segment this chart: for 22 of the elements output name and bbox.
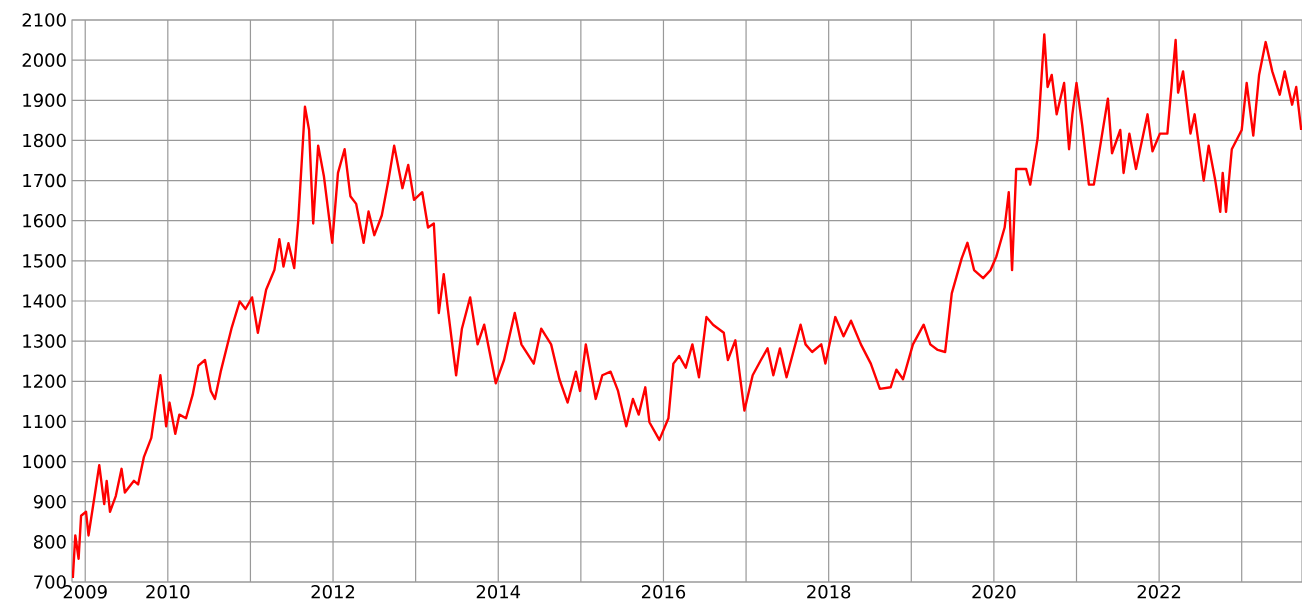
y-tick-label: 1000	[23, 454, 66, 469]
x-tick-label: 2012	[311, 585, 355, 599]
y-tick-label: 2000	[22, 53, 66, 67]
y-tick-label: 1200	[23, 374, 66, 389]
line-series	[72, 33, 1302, 580]
y-tick-label: 1900	[23, 93, 66, 108]
y-tick-label: 1700	[23, 173, 66, 188]
x-tick-label: 2010	[146, 585, 190, 599]
x-tick-label: 2020	[972, 585, 1016, 599]
y-tick-label: 1600	[23, 213, 66, 228]
y-tick-label: 1500	[23, 254, 66, 268]
x-tick-label: 2016	[641, 585, 686, 599]
x-tick-label: 2022	[1137, 585, 1181, 599]
y-tick-label: 1400	[23, 294, 66, 308]
y-tick-label: 1300	[23, 334, 66, 348]
y-tick-label: 800	[33, 535, 66, 549]
x-tick-label: 2014	[476, 585, 521, 599]
y-tick-label: 2100	[22, 13, 66, 27]
y-tick-label: 900	[33, 494, 66, 509]
x-tick-label: 2018	[807, 585, 851, 599]
y-tick-label: 1100	[23, 414, 66, 429]
y-tick-label: 1800	[23, 133, 66, 148]
